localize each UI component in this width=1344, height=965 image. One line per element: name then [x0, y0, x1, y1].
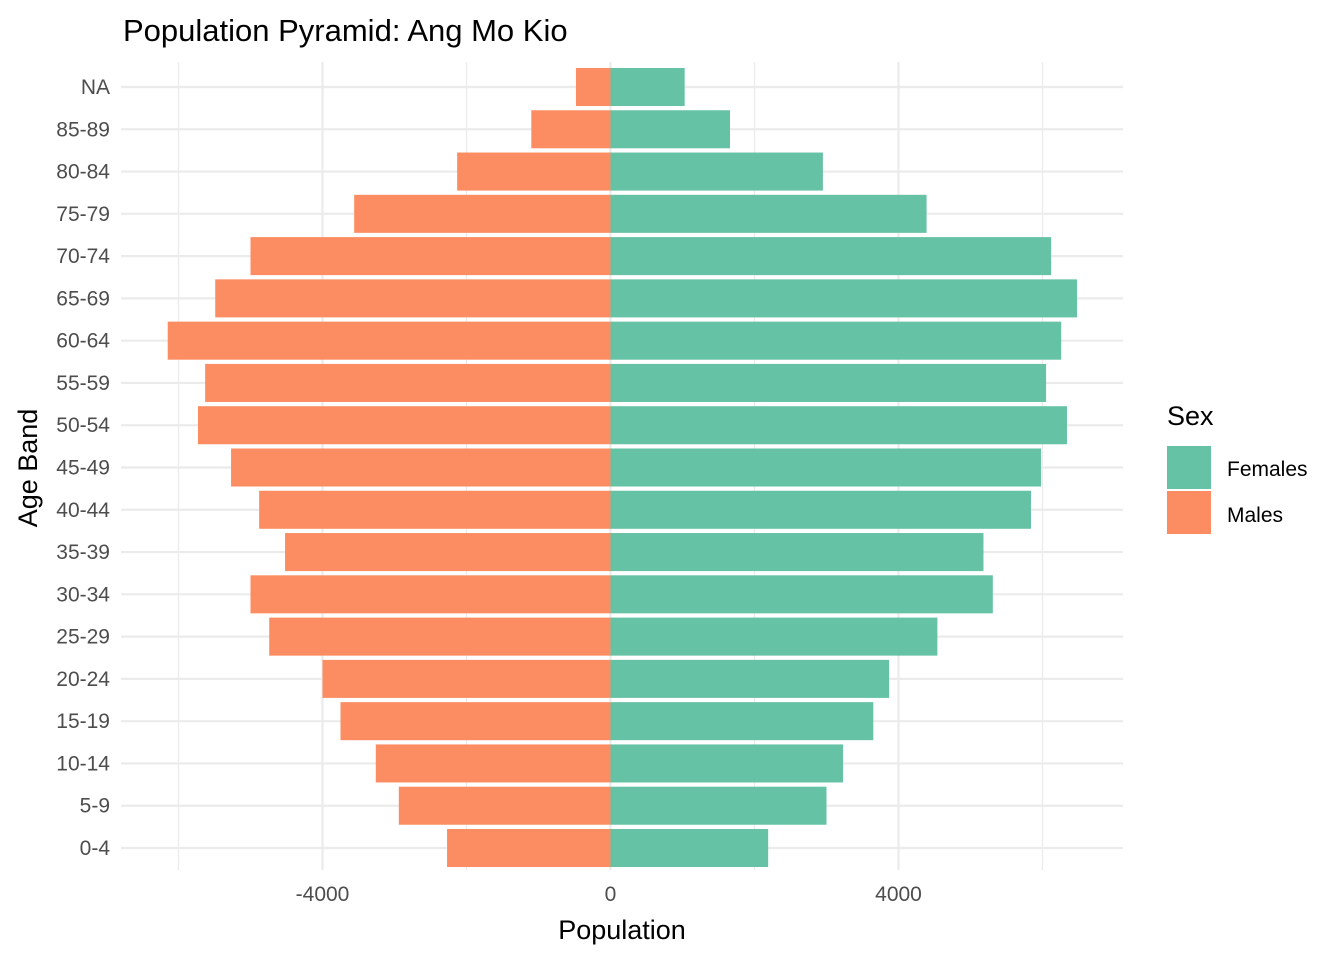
x-tick-label: 0: [605, 883, 617, 906]
legend-swatch-females: [1167, 446, 1211, 489]
bar-males-15-19: [340, 702, 611, 741]
legend-label-males: Males: [1227, 504, 1283, 527]
y-tick-label: 65-69: [56, 287, 110, 310]
bar-males-40-44: [259, 490, 611, 529]
y-tick-label: 60-64: [56, 330, 110, 353]
bar-males-45-49: [231, 448, 611, 487]
bar-females-55-59: [610, 363, 1047, 402]
y-tick-label: 35-39: [56, 541, 110, 564]
y-tick-label: 80-84: [56, 161, 110, 184]
bar-females-25-29: [610, 617, 938, 656]
y-tick-label: NA: [81, 76, 110, 99]
bar-females-35-39: [610, 533, 984, 572]
bar-males-75-79: [354, 194, 611, 233]
bar-males-NA: [575, 67, 611, 107]
y-tick-label: 85-89: [56, 118, 110, 141]
x-tick-labels: -4000 0 4000: [296, 883, 922, 906]
bar-females-0-4: [610, 828, 769, 868]
bar-females-45-49: [610, 448, 1042, 487]
bar-males-55-59: [205, 363, 611, 402]
bar-males-65-69: [215, 279, 611, 318]
y-tick-label: 5-9: [80, 795, 110, 818]
y-tick-label: 15-19: [56, 710, 110, 733]
y-tick-label: 75-79: [56, 203, 110, 226]
y-tick-label: 55-59: [56, 372, 110, 395]
chart-title: Population Pyramid: Ang Mo Kio: [123, 13, 568, 48]
y-tick-labels: 0-4 5-9 10-14 15-19 20-24 25-29 30-34 35-39 40-4…: [56, 76, 110, 860]
bar-males-0-4: [447, 828, 611, 868]
bar-females-40-44: [610, 490, 1031, 529]
x-axis-title: Population: [558, 915, 686, 945]
bar-males-5-9: [398, 786, 611, 825]
legend-title: Sex: [1167, 401, 1214, 431]
y-axis-title: Age Band: [13, 409, 43, 528]
bar-males-25-29: [269, 617, 611, 656]
y-tick-label: 20-24: [56, 668, 110, 691]
y-tick-label: 70-74: [56, 245, 110, 268]
bar-females-65-69: [610, 279, 1078, 318]
y-tick-label: 30-34: [56, 583, 110, 606]
bar-females-NA: [610, 67, 685, 107]
bar-females-70-74: [610, 237, 1052, 276]
y-tick-label: 45-49: [56, 457, 110, 480]
bar-females-50-54: [610, 406, 1067, 445]
legend: Sex Females Males: [1167, 401, 1308, 534]
bar-females-20-24: [610, 659, 890, 698]
bar-females-5-9: [610, 786, 827, 825]
legend-label-females: Females: [1227, 458, 1308, 481]
y-tick-label: 0-4: [80, 837, 111, 860]
bar-females-75-79: [610, 194, 927, 233]
y-tick-label: 10-14: [56, 752, 110, 775]
y-tick-label: 50-54: [56, 414, 110, 437]
bar-females-30-34: [610, 575, 993, 614]
legend-swatch-males: [1167, 491, 1211, 534]
y-tick-label: 25-29: [56, 626, 110, 649]
bar-males-30-34: [250, 575, 611, 614]
bar-females-85-89: [610, 110, 731, 149]
bar-females-60-64: [610, 321, 1062, 360]
bar-males-50-54: [197, 406, 611, 445]
y-tick-label: 40-44: [56, 499, 110, 522]
bar-males-10-14: [375, 744, 611, 783]
bar-females-80-84: [610, 152, 823, 191]
bar-males-20-24: [322, 659, 611, 698]
x-tick-label: 4000: [875, 883, 922, 906]
bar-males-85-89: [531, 110, 611, 149]
bars: [167, 67, 1078, 868]
bar-males-60-64: [167, 321, 611, 360]
bar-females-15-19: [610, 702, 874, 741]
x-tick-label: -4000: [296, 883, 350, 906]
bar-females-10-14: [610, 744, 844, 783]
bar-males-80-84: [457, 152, 611, 191]
bar-males-35-39: [285, 533, 611, 572]
bar-males-70-74: [250, 237, 611, 276]
